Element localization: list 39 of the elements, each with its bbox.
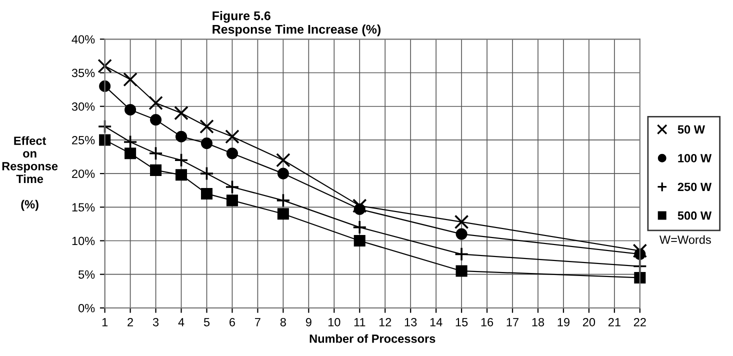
legend-label: 500 W — [678, 211, 712, 220]
x-tick-label: 15 — [456, 318, 468, 326]
x-tick-label: 9 — [306, 318, 312, 326]
x-tick-label: 1 — [102, 318, 108, 326]
x-tick-label: 10 — [328, 318, 340, 326]
text: W=Words — [659, 235, 711, 244]
legend-label: 100 W — [678, 154, 712, 162]
y-tick-label: 0% — [78, 304, 95, 312]
y-tick-label: 10% — [72, 236, 95, 246]
x-tick-label: 8 — [280, 318, 286, 326]
x-tick-label: 11 — [354, 318, 366, 326]
x-tick-label: 13 — [404, 318, 417, 326]
x-tick-label: 16 — [481, 318, 494, 326]
y-tick-label: 40% — [72, 35, 95, 44]
x-tick-label: 7 — [255, 318, 260, 326]
x-tick-label: 6 — [230, 318, 235, 326]
y-tick-label: 25% — [72, 136, 95, 144]
x-tick-label: 18 — [532, 318, 544, 326]
y-tick-label: 20% — [72, 170, 95, 178]
chart-title: Figure 5.6 Response Time Increase (%) — [212, 11, 381, 36]
x-tick-label: 2 — [128, 318, 133, 326]
x-tick-label: 20 — [582, 318, 596, 326]
y-tick-label: 15% — [72, 203, 95, 212]
text: Effect on Response Time (%) — [2, 136, 58, 211]
y-tick-label: 30% — [72, 102, 95, 111]
x-tick-label: 12 — [379, 318, 392, 326]
x-axis-title: Number of Processors — [310, 334, 436, 343]
x-tick-label: 5 — [204, 318, 210, 326]
x-tick-label: 14 — [430, 318, 442, 326]
x-tick-label: 21 — [608, 318, 620, 326]
x-tick-label: 4 — [178, 318, 184, 326]
x-tick-label: 22 — [634, 318, 646, 326]
legend-label: 50 W — [678, 125, 705, 134]
y-tick-label: 35% — [72, 68, 95, 78]
y-tick-label: 5% — [78, 270, 95, 279]
x-tick-label: 19 — [558, 318, 570, 326]
legend-label: 250 W — [678, 182, 712, 192]
x-tick-label: 17 — [506, 318, 518, 326]
x-tick-label: 3 — [152, 318, 159, 326]
